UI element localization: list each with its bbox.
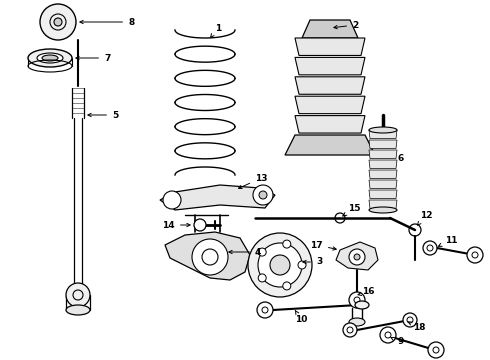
Text: 14: 14 [162,220,190,230]
Circle shape [349,249,365,265]
Polygon shape [302,20,358,38]
Polygon shape [369,150,397,158]
Polygon shape [369,200,397,208]
Ellipse shape [42,55,58,61]
Polygon shape [295,38,365,55]
Ellipse shape [349,318,365,326]
Text: 5: 5 [88,111,118,120]
Polygon shape [369,170,397,179]
Circle shape [380,327,396,343]
Circle shape [54,18,62,26]
Polygon shape [295,77,365,94]
Circle shape [248,233,312,297]
Polygon shape [295,116,365,133]
Text: 7: 7 [76,54,110,63]
Text: 4: 4 [229,248,261,257]
Text: 1: 1 [210,23,221,37]
Text: 12: 12 [417,211,433,225]
Polygon shape [336,242,378,270]
Polygon shape [369,190,397,198]
Circle shape [194,219,206,231]
Text: 10: 10 [295,310,307,324]
Circle shape [257,302,273,318]
Circle shape [298,261,306,269]
Ellipse shape [66,305,90,315]
Polygon shape [295,57,365,75]
Text: 9: 9 [391,337,403,346]
Ellipse shape [28,49,72,67]
Polygon shape [369,160,397,168]
Circle shape [423,241,437,255]
Text: 18: 18 [408,321,425,333]
Ellipse shape [369,127,397,133]
Text: 8: 8 [80,18,134,27]
Polygon shape [285,135,375,155]
Circle shape [258,248,266,256]
Circle shape [270,255,290,275]
Circle shape [258,274,266,282]
Polygon shape [369,130,397,139]
Ellipse shape [355,301,369,309]
Circle shape [349,292,365,308]
Circle shape [258,243,302,287]
Text: 2: 2 [334,21,358,30]
Circle shape [163,191,181,209]
Circle shape [192,239,228,275]
Text: 11: 11 [439,235,458,246]
Polygon shape [160,185,275,210]
Text: 6: 6 [398,153,404,162]
Circle shape [253,185,273,205]
Ellipse shape [37,53,63,63]
Circle shape [283,282,291,290]
Text: 13: 13 [239,174,268,189]
Text: 16: 16 [358,288,374,297]
Polygon shape [165,232,250,280]
Circle shape [428,342,444,358]
Polygon shape [369,140,397,149]
Text: 17: 17 [310,240,336,250]
Circle shape [354,254,360,260]
Text: 3: 3 [303,257,322,266]
Polygon shape [369,180,397,189]
Circle shape [66,283,90,307]
Circle shape [40,4,76,40]
Polygon shape [295,96,365,114]
Ellipse shape [369,207,397,213]
Circle shape [283,240,291,248]
Circle shape [467,247,483,263]
Circle shape [343,323,357,337]
Text: 15: 15 [343,203,361,216]
Circle shape [259,191,267,199]
Circle shape [403,313,417,327]
